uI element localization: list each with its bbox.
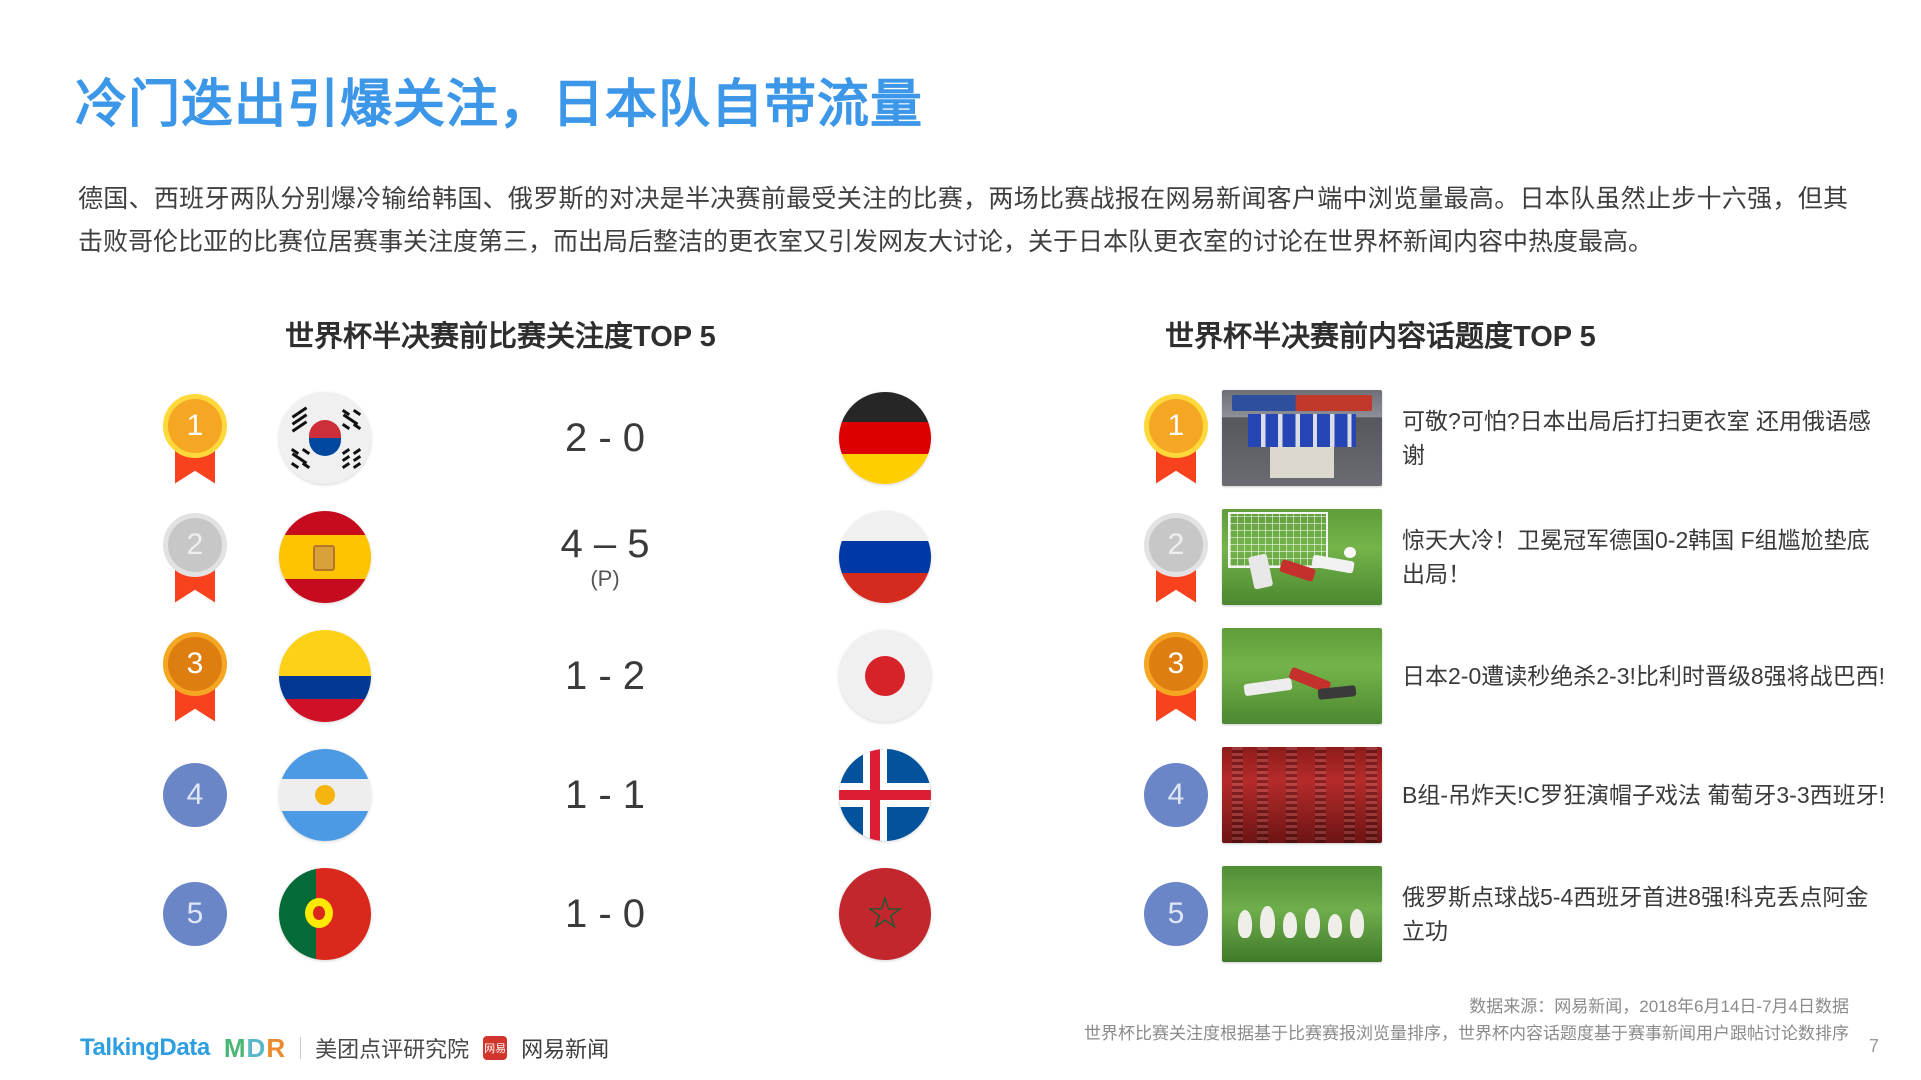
- score-cell: 1 - 0: [400, 892, 810, 936]
- score-cell: 4 – 5 (P): [400, 522, 810, 592]
- netease-icon: 网易: [483, 1036, 508, 1060]
- goal-save-photo: [1222, 508, 1382, 605]
- left-section-heading: 世界杯半决赛前比赛关注度TOP 5: [285, 321, 716, 353]
- rank-number: 1: [163, 393, 227, 458]
- iceland-flag-icon: [839, 748, 931, 841]
- rank-cell: 1: [1130, 393, 1222, 484]
- away-flag-cell: [810, 391, 960, 484]
- list-item: 3 日本2-0遭读秒绝杀2-3!比利时晋级8强将战巴西!: [1130, 616, 1890, 735]
- table-row: 3 1 - 2: [140, 616, 960, 735]
- rank-number: 2: [163, 512, 227, 577]
- rank-cell: 2: [1130, 512, 1222, 603]
- silver-medal-icon: 2: [163, 512, 227, 603]
- list-item: 2 惊天大冷！卫冕冠军德国0-2韩国 F组尴尬垫底出局！: [1130, 497, 1890, 616]
- source-line-2: 世界杯比赛关注度根据基于比赛赛报浏览量排序，世界杯内容话题度基于赛事新闻用户跟帖…: [1084, 1024, 1849, 1043]
- mdr-logo: MDR: [223, 1032, 287, 1063]
- logo-divider: [300, 1037, 302, 1059]
- argentina-flag-icon: [279, 748, 371, 841]
- talkingdata-logo: TalkingData: [80, 1034, 210, 1061]
- rank-number: 1: [1144, 393, 1208, 458]
- rank-badge: 4: [1144, 762, 1208, 827]
- away-flag-cell: [810, 629, 960, 722]
- source-note: 数据来源：网易新闻，2018年6月14日-7月4日数据 世界杯比赛关注度根据基于…: [1084, 993, 1849, 1047]
- rank-number: 2: [1144, 512, 1208, 577]
- morocco-flag-icon: ☆: [839, 867, 931, 960]
- portugal-flag-icon: [279, 867, 371, 960]
- home-flag-cell: [250, 510, 400, 603]
- celebration-photo: [1222, 865, 1382, 962]
- score-value: 1 - 0: [564, 891, 646, 936]
- news-headline[interactable]: 惊天大冷！卫冕冠军德国0-2韩国 F组尴尬垫底出局！: [1402, 526, 1870, 587]
- pitch-players-photo: [1222, 627, 1382, 724]
- germany-flag-icon: [839, 391, 931, 484]
- score-note: (P): [590, 565, 620, 591]
- bronze-medal-icon: 3: [163, 631, 227, 722]
- news-headline[interactable]: 日本2-0遭读秒绝杀2-3!比利时晋级8强将战巴西!: [1402, 662, 1886, 689]
- news-headline[interactable]: B组-吊炸天!C罗狂演帽子戏法 葡萄牙3-3西班牙!: [1402, 781, 1886, 808]
- russia-flag-icon: [839, 510, 931, 603]
- score-cell: 2 - 0: [400, 416, 810, 460]
- netease-news-logo: 网易新闻: [521, 1037, 610, 1062]
- spain-flag-icon: [279, 510, 371, 603]
- rank-cell: 3: [140, 631, 250, 722]
- news-topic-list: 1 可敬?可怕?日本出局后打扫更衣室 还用俄语感谢 2: [1130, 378, 1890, 973]
- home-flag-cell: [250, 391, 400, 484]
- score-value: 1 - 2: [564, 653, 646, 698]
- locker-room-photo: [1222, 389, 1382, 486]
- news-headline[interactable]: 俄罗斯点球战5-4西班牙首进8强!科克丢点阿金立功: [1402, 883, 1869, 944]
- page-number: 7: [1868, 1036, 1879, 1056]
- list-item: 1 可敬?可怕?日本出局后打扫更衣室 还用俄语感谢: [1130, 378, 1890, 497]
- korea-south-flag-icon: [279, 391, 371, 484]
- home-flag-cell: [250, 748, 400, 841]
- rank-cell: 5: [1130, 881, 1222, 946]
- colombia-flag-icon: [279, 629, 371, 722]
- rank-cell: 1: [140, 393, 250, 484]
- away-flag-cell: ☆: [810, 867, 960, 960]
- score-cell: 1 - 1: [400, 773, 810, 817]
- rank-badge: 5: [163, 881, 227, 946]
- right-section-heading: 世界杯半决赛前内容话题度TOP 5: [1165, 321, 1596, 353]
- score-value: 1 - 1: [564, 772, 646, 817]
- table-row: 5 1 - 0 ☆: [140, 854, 960, 973]
- table-row: 2 4 – 5 (P): [140, 497, 960, 616]
- list-item: 4 B组-吊炸天!C罗狂演帽子戏法 葡萄牙3-3西班牙!: [1130, 735, 1890, 854]
- rank-number: 3: [163, 631, 227, 696]
- rank-cell: 4: [140, 762, 250, 827]
- list-item: 5 俄罗斯点球战5-4西班牙首进8强!科克丢点阿金立功: [1130, 854, 1890, 973]
- table-row: 4 1 - 1: [140, 735, 960, 854]
- rank-cell: 3: [1130, 631, 1222, 722]
- table-row: 1: [140, 378, 960, 497]
- rank-badge: 5: [1144, 881, 1208, 946]
- score-value: 2 - 0: [564, 415, 646, 460]
- rank-badge: 4: [163, 762, 227, 827]
- source-line-1: 数据来源：网易新闻，2018年6月14日-7月4日数据: [1469, 997, 1849, 1016]
- japan-flag-icon: [839, 629, 931, 722]
- news-headline[interactable]: 可敬?可怕?日本出局后打扫更衣室 还用俄语感谢: [1402, 407, 1871, 468]
- intro-paragraph: 德国、西班牙两队分别爆冷输给韩国、俄罗斯的对决是半决赛前最受关注的比赛，两场比赛…: [78, 185, 1848, 256]
- gold-medal-icon: 1: [1144, 393, 1208, 484]
- away-flag-cell: [810, 510, 960, 603]
- rank-cell: 4: [1130, 762, 1222, 827]
- match-ranking-list: 1: [140, 378, 960, 973]
- page-title: 冷门迭出引爆关注，日本队自带流量: [75, 76, 924, 134]
- crowd-fans-photo: [1222, 746, 1382, 843]
- meituan-research-logo: 美团点评研究院: [315, 1037, 470, 1062]
- away-flag-cell: [810, 748, 960, 841]
- bronze-medal-icon: 3: [1144, 631, 1208, 722]
- rank-cell: 2: [140, 512, 250, 603]
- score-value: 4 – 5: [560, 521, 650, 566]
- home-flag-cell: [250, 867, 400, 960]
- rank-number: 3: [1144, 631, 1208, 696]
- silver-medal-icon: 2: [1144, 512, 1208, 603]
- logo-bar: TalkingData MDR 美团点评研究院 网易 网易新闻: [80, 1032, 609, 1064]
- gold-medal-icon: 1: [163, 393, 227, 484]
- score-cell: 1 - 2: [400, 654, 810, 698]
- home-flag-cell: [250, 629, 400, 722]
- rank-cell: 5: [140, 881, 250, 946]
